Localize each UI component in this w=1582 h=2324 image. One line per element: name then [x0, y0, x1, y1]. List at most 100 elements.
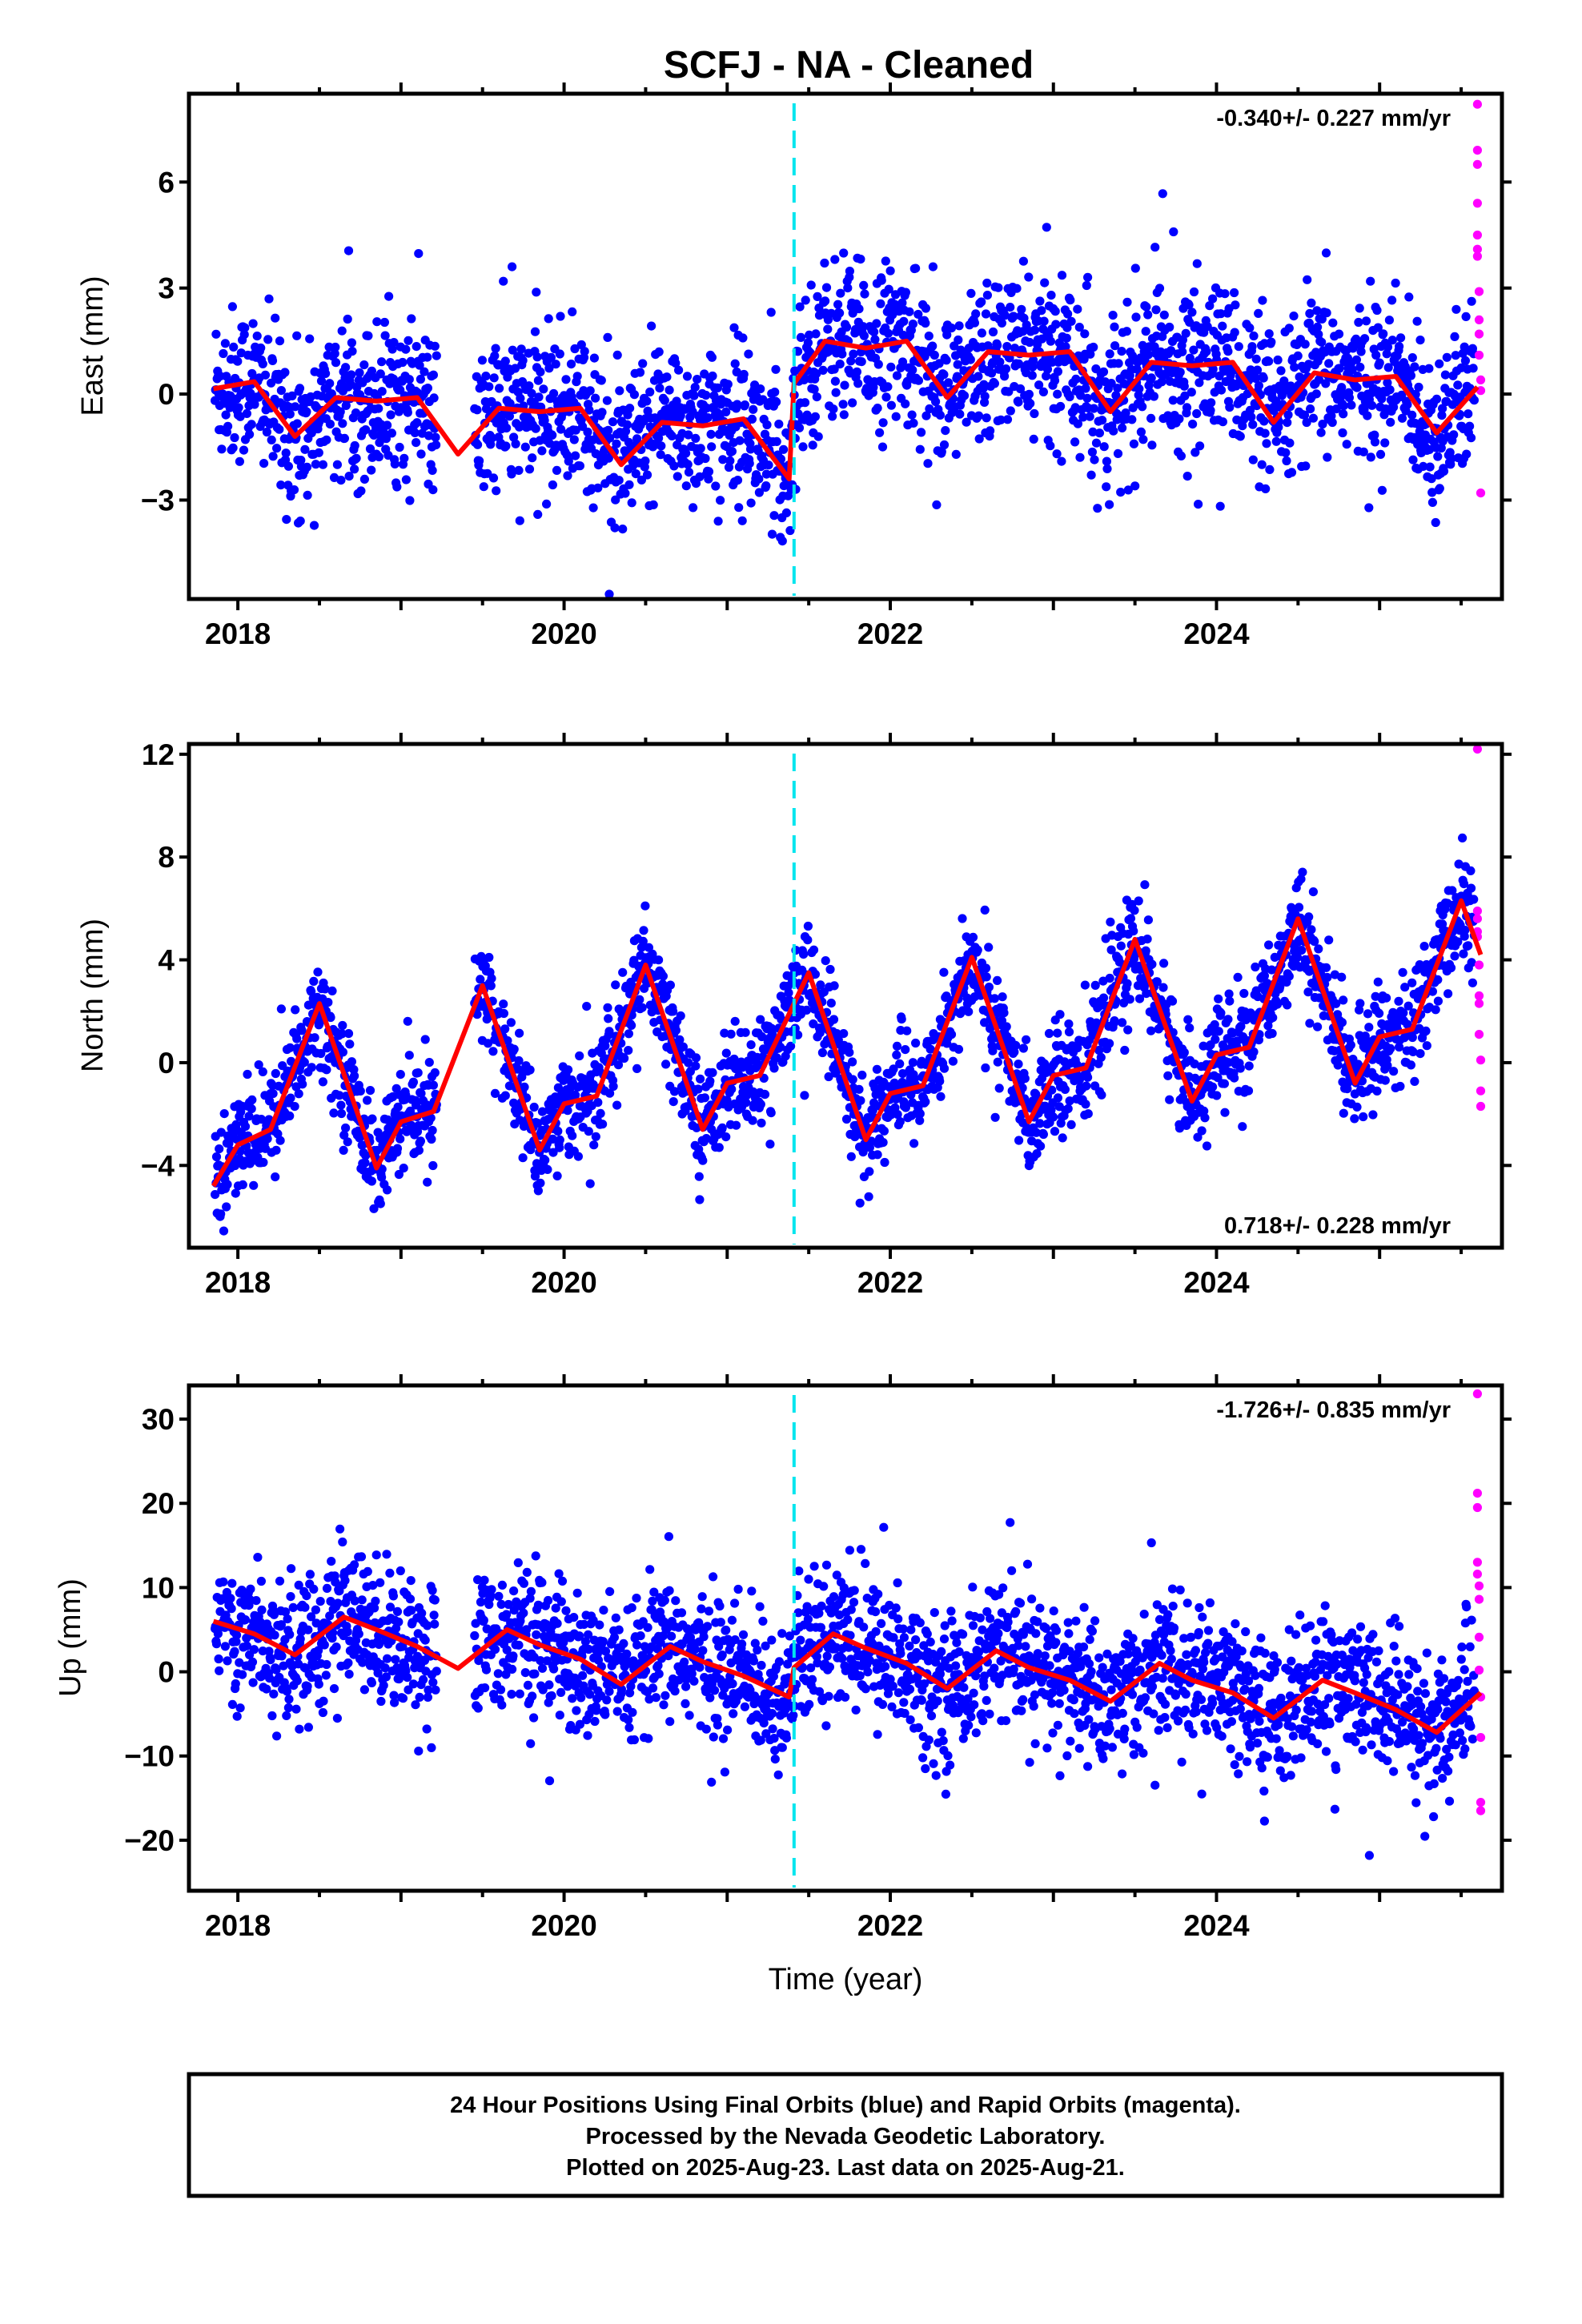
final-point-north: [548, 1134, 558, 1144]
final-point-east: [488, 433, 497, 443]
final-point-east: [798, 442, 808, 452]
final-point-east: [684, 430, 693, 440]
final-point-north: [399, 1164, 408, 1173]
final-point-east: [683, 460, 693, 469]
final-point-east: [591, 393, 600, 403]
final-point-north: [500, 1091, 510, 1100]
final-point-north: [1130, 906, 1139, 915]
final-point-north: [571, 1090, 580, 1100]
final-point-north: [990, 994, 999, 1003]
final-point-east: [1082, 280, 1091, 291]
final-point-north: [1239, 988, 1249, 999]
final-point-north: [1297, 946, 1307, 955]
final-point-north: [247, 1104, 256, 1114]
final-point-east: [1407, 410, 1417, 420]
final-point-east: [1380, 438, 1390, 448]
final-point-north: [1446, 963, 1456, 973]
final-point-east: [828, 412, 837, 421]
final-point-east: [336, 476, 346, 485]
final-point-north: [285, 1043, 295, 1052]
final-point-north: [800, 1091, 809, 1100]
final-point-north: [1292, 952, 1303, 963]
final-point-north: [1200, 1113, 1210, 1123]
final-point-east: [955, 409, 965, 419]
final-point-north: [388, 1092, 398, 1102]
final-point-north: [901, 1045, 910, 1055]
final-point-north: [1142, 935, 1152, 944]
final-point-north: [1040, 1059, 1050, 1068]
final-point-north: [297, 1026, 307, 1035]
final-point-north: [490, 1088, 500, 1098]
final-point-north: [1152, 977, 1162, 987]
final-point-east: [1202, 347, 1211, 356]
final-point-east: [1006, 303, 1015, 312]
final-point-north: [895, 1059, 905, 1068]
final-point-north: [1389, 1067, 1399, 1076]
final-point-east: [588, 503, 598, 513]
final-point-north: [509, 1044, 519, 1054]
final-point-east: [327, 389, 336, 399]
final-point-east: [583, 427, 592, 437]
final-point-north: [1284, 971, 1294, 981]
final-point-east: [928, 341, 938, 351]
final-point-east: [499, 276, 508, 286]
final-point-north: [727, 1084, 737, 1094]
final-point-east: [392, 482, 402, 492]
final-point-east: [611, 495, 620, 505]
final-point-east: [756, 384, 765, 394]
final-point-east: [629, 390, 640, 400]
final-point-east: [693, 375, 702, 384]
final-point-north: [1091, 1018, 1102, 1027]
final-point-east: [291, 402, 300, 412]
final-point-east: [264, 294, 274, 304]
final-point-north: [345, 1039, 355, 1049]
final-point-east: [1247, 342, 1257, 352]
final-point-north: [309, 976, 319, 986]
final-point-east: [612, 439, 621, 448]
final-point-north: [589, 1140, 599, 1150]
final-point-up: [220, 1642, 230, 1651]
final-point-north: [1450, 951, 1460, 961]
rapid-point-north: [1472, 914, 1482, 923]
final-point-east: [1088, 427, 1098, 437]
final-point-north: [1082, 1081, 1091, 1091]
final-point-north: [291, 1005, 300, 1015]
final-point-east: [779, 444, 789, 454]
final-point-east: [1322, 308, 1331, 318]
final-point-north: [486, 981, 496, 991]
final-point-north: [520, 1082, 529, 1092]
final-point-north: [223, 1180, 232, 1189]
rapid-point-north: [1474, 991, 1484, 1001]
final-point-east: [908, 365, 917, 375]
final-point-north: [1060, 1084, 1070, 1094]
final-point-east: [245, 429, 255, 440]
final-point-east: [1091, 438, 1102, 448]
final-point-east: [1245, 323, 1255, 333]
final-point-east: [1030, 408, 1039, 419]
final-point-east: [1123, 485, 1133, 495]
final-point-east: [1451, 351, 1460, 360]
final-point-east: [527, 388, 536, 398]
final-point-east: [1261, 484, 1271, 494]
final-point-north: [829, 981, 839, 991]
final-point-north: [336, 1100, 346, 1110]
final-point-east: [1403, 400, 1412, 409]
final-point-north: [911, 1038, 921, 1048]
final-point-east: [997, 318, 1006, 328]
final-point-north: [307, 987, 316, 996]
final-point-east: [1258, 296, 1267, 305]
final-point-east: [610, 523, 620, 533]
final-point-east: [1094, 428, 1104, 438]
final-point-north: [801, 1005, 812, 1015]
final-point-north: [721, 1132, 731, 1142]
final-point-north: [363, 1096, 372, 1105]
final-point-east: [988, 358, 998, 368]
final-point-north: [1259, 971, 1269, 981]
final-point-north: [413, 1068, 423, 1078]
final-point-east: [982, 291, 992, 300]
final-point-east: [1404, 292, 1414, 302]
final-point-east: [1057, 456, 1066, 466]
final-point-north: [678, 1042, 689, 1051]
final-point-east: [993, 340, 1002, 350]
final-point-east: [708, 371, 717, 381]
